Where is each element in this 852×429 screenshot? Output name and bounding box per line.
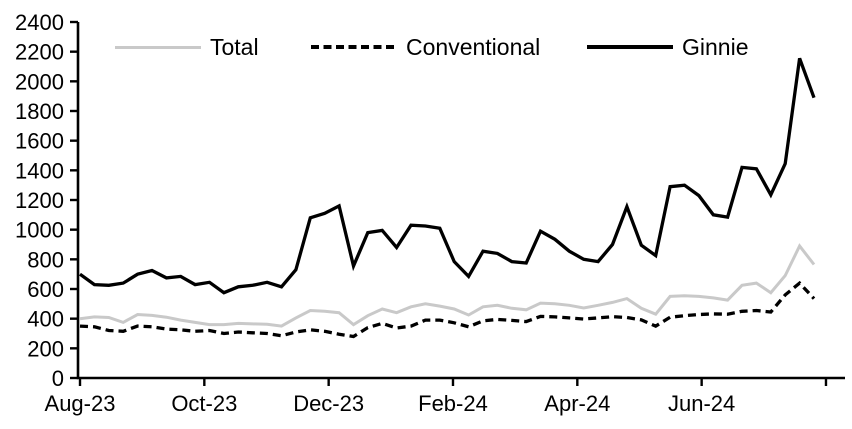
- ginnie-line: [79, 57, 816, 295]
- x-tick-label: Jun-24: [668, 391, 735, 416]
- y-tick-label: 600: [27, 277, 64, 302]
- y-tick-label: 2200: [15, 40, 64, 65]
- legend-item-conventional: Conventional: [311, 34, 540, 60]
- y-tick-label: 2400: [15, 10, 64, 35]
- y-tick-label: 2000: [15, 69, 64, 94]
- legend-item-ginnie: Ginnie: [587, 34, 748, 60]
- legend-label-conventional: Conventional: [406, 33, 541, 60]
- legend-item-total: Total: [115, 34, 259, 60]
- y-tick-label: 1800: [15, 99, 64, 124]
- x-tick-label: Aug-23: [45, 391, 116, 416]
- axes: [76, 22, 845, 380]
- y-tick-label: 400: [27, 307, 64, 332]
- conventional-line-swatch: [311, 45, 397, 49]
- total-line-swatch: [115, 45, 201, 49]
- y-tick-label: 800: [27, 247, 64, 272]
- conventional-line: [79, 280, 816, 339]
- x-tick-label: Oct-23: [171, 391, 237, 416]
- legend-label-total: Total: [210, 33, 259, 60]
- y-tick-label: 1200: [15, 188, 64, 213]
- y-tick-label: 200: [27, 336, 64, 361]
- x-tick-label: Dec-23: [293, 391, 364, 416]
- x-tick-label: Feb-24: [418, 391, 488, 416]
- ginnie-line-swatch: [587, 45, 673, 49]
- x-tick-label: Apr-24: [544, 391, 610, 416]
- y-tick-label: 1400: [15, 158, 64, 183]
- total-line: [79, 243, 816, 328]
- y-tick-label: 0: [52, 366, 64, 391]
- y-tick-label: 1000: [15, 218, 64, 243]
- legend-label-ginnie: Ginnie: [682, 33, 749, 60]
- y-tick-label: 1600: [15, 129, 64, 154]
